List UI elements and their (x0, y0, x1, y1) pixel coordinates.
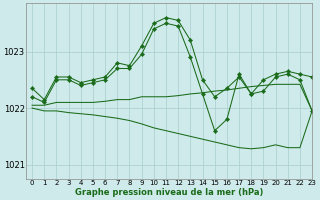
X-axis label: Graphe pression niveau de la mer (hPa): Graphe pression niveau de la mer (hPa) (75, 188, 263, 197)
